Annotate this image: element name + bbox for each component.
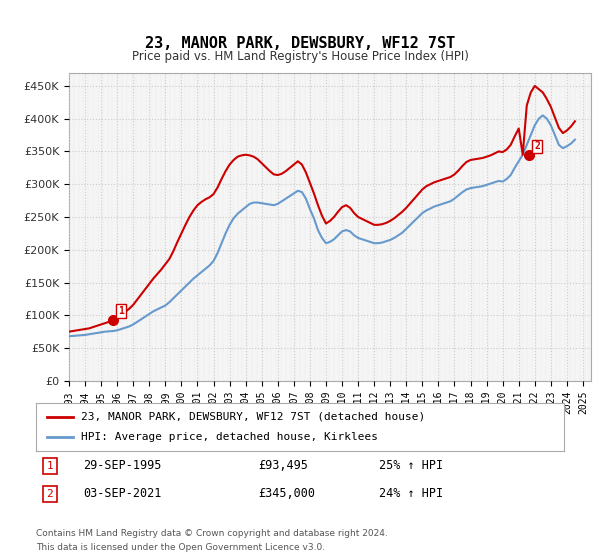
Text: 29-SEP-1995: 29-SEP-1995 (83, 459, 162, 473)
Text: 23, MANOR PARK, DEWSBURY, WF12 7ST (detached house): 23, MANOR PARK, DEWSBURY, WF12 7ST (deta… (81, 412, 425, 422)
Text: 1: 1 (47, 461, 53, 471)
Text: £345,000: £345,000 (258, 487, 315, 501)
Text: 1: 1 (118, 306, 124, 316)
Text: 23, MANOR PARK, DEWSBURY, WF12 7ST: 23, MANOR PARK, DEWSBURY, WF12 7ST (145, 36, 455, 52)
Text: HPI: Average price, detached house, Kirklees: HPI: Average price, detached house, Kirk… (81, 432, 378, 442)
Text: 03-SEP-2021: 03-SEP-2021 (83, 487, 162, 501)
Text: 2: 2 (535, 142, 540, 151)
Text: This data is licensed under the Open Government Licence v3.0.: This data is licensed under the Open Gov… (36, 543, 325, 552)
Text: 25% ↑ HPI: 25% ↑ HPI (379, 459, 443, 473)
Text: 24% ↑ HPI: 24% ↑ HPI (379, 487, 443, 501)
Text: 2: 2 (47, 489, 53, 499)
Text: Price paid vs. HM Land Registry's House Price Index (HPI): Price paid vs. HM Land Registry's House … (131, 50, 469, 63)
Text: Contains HM Land Registry data © Crown copyright and database right 2024.: Contains HM Land Registry data © Crown c… (36, 529, 388, 538)
Text: £93,495: £93,495 (258, 459, 308, 473)
